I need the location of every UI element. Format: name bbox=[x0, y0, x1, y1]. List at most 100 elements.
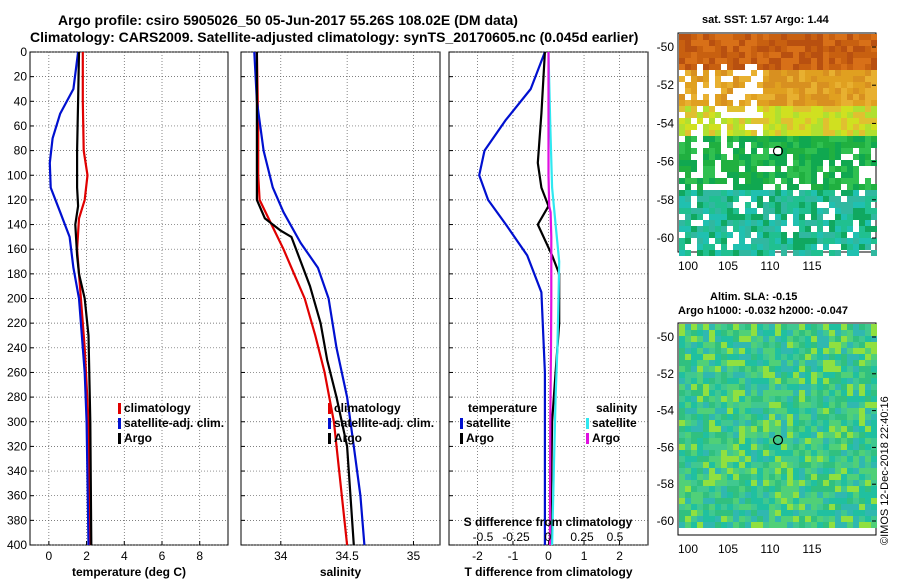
map-cell bbox=[817, 40, 823, 46]
map-cell bbox=[757, 64, 763, 70]
map-cell bbox=[805, 130, 811, 136]
map-cell bbox=[769, 366, 775, 372]
map-cell bbox=[703, 360, 709, 366]
map-cell bbox=[763, 124, 769, 130]
map-cell bbox=[769, 486, 775, 492]
map-cell bbox=[709, 64, 715, 70]
map-cell bbox=[709, 118, 715, 124]
map-cell bbox=[781, 480, 787, 486]
map-cell bbox=[727, 190, 733, 196]
map-cell bbox=[721, 450, 727, 456]
x-tick-label: 0 bbox=[545, 549, 552, 563]
map-cell bbox=[703, 456, 709, 462]
map-cell bbox=[781, 498, 787, 504]
map-cell bbox=[793, 214, 799, 220]
map-cell bbox=[739, 414, 745, 420]
map-cell bbox=[721, 100, 727, 106]
map-cell bbox=[775, 402, 781, 408]
map-cell bbox=[799, 100, 805, 106]
map-cell bbox=[787, 420, 793, 426]
map-cell bbox=[685, 184, 691, 190]
map-cell bbox=[811, 324, 817, 330]
map-cell bbox=[841, 492, 847, 498]
map-cell bbox=[859, 130, 865, 136]
map-cell bbox=[781, 214, 787, 220]
map-cell bbox=[781, 130, 787, 136]
map-cell bbox=[847, 522, 853, 528]
map-cell bbox=[733, 178, 739, 184]
map-cell bbox=[835, 492, 841, 498]
map-cell bbox=[697, 510, 703, 516]
map-cell bbox=[685, 444, 691, 450]
map-cell bbox=[721, 226, 727, 232]
map-cell bbox=[859, 330, 865, 336]
map-cell bbox=[679, 34, 685, 40]
map-cell bbox=[763, 324, 769, 330]
map-cell bbox=[679, 426, 685, 432]
map-cell bbox=[805, 438, 811, 444]
map-cell bbox=[799, 372, 805, 378]
map-cell bbox=[715, 34, 721, 40]
map-cell bbox=[859, 456, 865, 462]
map-cell bbox=[697, 238, 703, 244]
map-cell bbox=[799, 456, 805, 462]
map-cell bbox=[865, 462, 871, 468]
x-tick-label: -2 bbox=[472, 549, 483, 563]
map-cell bbox=[739, 232, 745, 238]
map-cell bbox=[829, 420, 835, 426]
map-cell bbox=[775, 196, 781, 202]
map-cell bbox=[703, 444, 709, 450]
map-cell bbox=[739, 384, 745, 390]
map-cell bbox=[811, 190, 817, 196]
map-cell bbox=[793, 396, 799, 402]
map-cell bbox=[847, 46, 853, 52]
map-cell bbox=[835, 220, 841, 226]
map-cell bbox=[835, 498, 841, 504]
map-cell bbox=[811, 462, 817, 468]
map-cell bbox=[727, 232, 733, 238]
map-cell bbox=[787, 94, 793, 100]
map-cell bbox=[829, 360, 835, 366]
map-cell bbox=[781, 178, 787, 184]
map-cell bbox=[787, 480, 793, 486]
map-cell bbox=[745, 420, 751, 426]
map-cell bbox=[847, 378, 853, 384]
map-cell bbox=[865, 498, 871, 504]
map-cell bbox=[871, 46, 877, 52]
map-cell bbox=[787, 330, 793, 336]
map-cell bbox=[847, 106, 853, 112]
map-cell bbox=[835, 76, 841, 82]
map-cell bbox=[817, 324, 823, 330]
map-cell bbox=[793, 444, 799, 450]
map-cell bbox=[805, 354, 811, 360]
map-cell bbox=[859, 184, 865, 190]
map-cell bbox=[829, 372, 835, 378]
map-cell bbox=[697, 76, 703, 82]
map-cell bbox=[793, 384, 799, 390]
map-cell bbox=[733, 52, 739, 58]
map-cell bbox=[871, 432, 877, 438]
map-cell bbox=[745, 348, 751, 354]
map-cell bbox=[709, 342, 715, 348]
map-cell bbox=[817, 396, 823, 402]
map-cell bbox=[799, 408, 805, 414]
map-cell bbox=[775, 378, 781, 384]
map-cell bbox=[859, 76, 865, 82]
map-cell bbox=[847, 250, 853, 256]
map-cell bbox=[703, 226, 709, 232]
map-cell bbox=[865, 208, 871, 214]
map-cell bbox=[685, 486, 691, 492]
map-cell bbox=[799, 498, 805, 504]
panel-salinity: 34 34.5 35salinityclimatologysatellite-adj… bbox=[240, 51, 441, 579]
map-cell bbox=[709, 106, 715, 112]
map-cell bbox=[763, 486, 769, 492]
x-tick-label: -1 bbox=[508, 549, 519, 563]
map-cell bbox=[859, 196, 865, 202]
map-cell bbox=[835, 462, 841, 468]
map-cell bbox=[835, 360, 841, 366]
map-cell bbox=[781, 88, 787, 94]
map-cell bbox=[865, 486, 871, 492]
map-cell bbox=[847, 516, 853, 522]
map-cell bbox=[757, 426, 763, 432]
map-cell bbox=[799, 522, 805, 528]
